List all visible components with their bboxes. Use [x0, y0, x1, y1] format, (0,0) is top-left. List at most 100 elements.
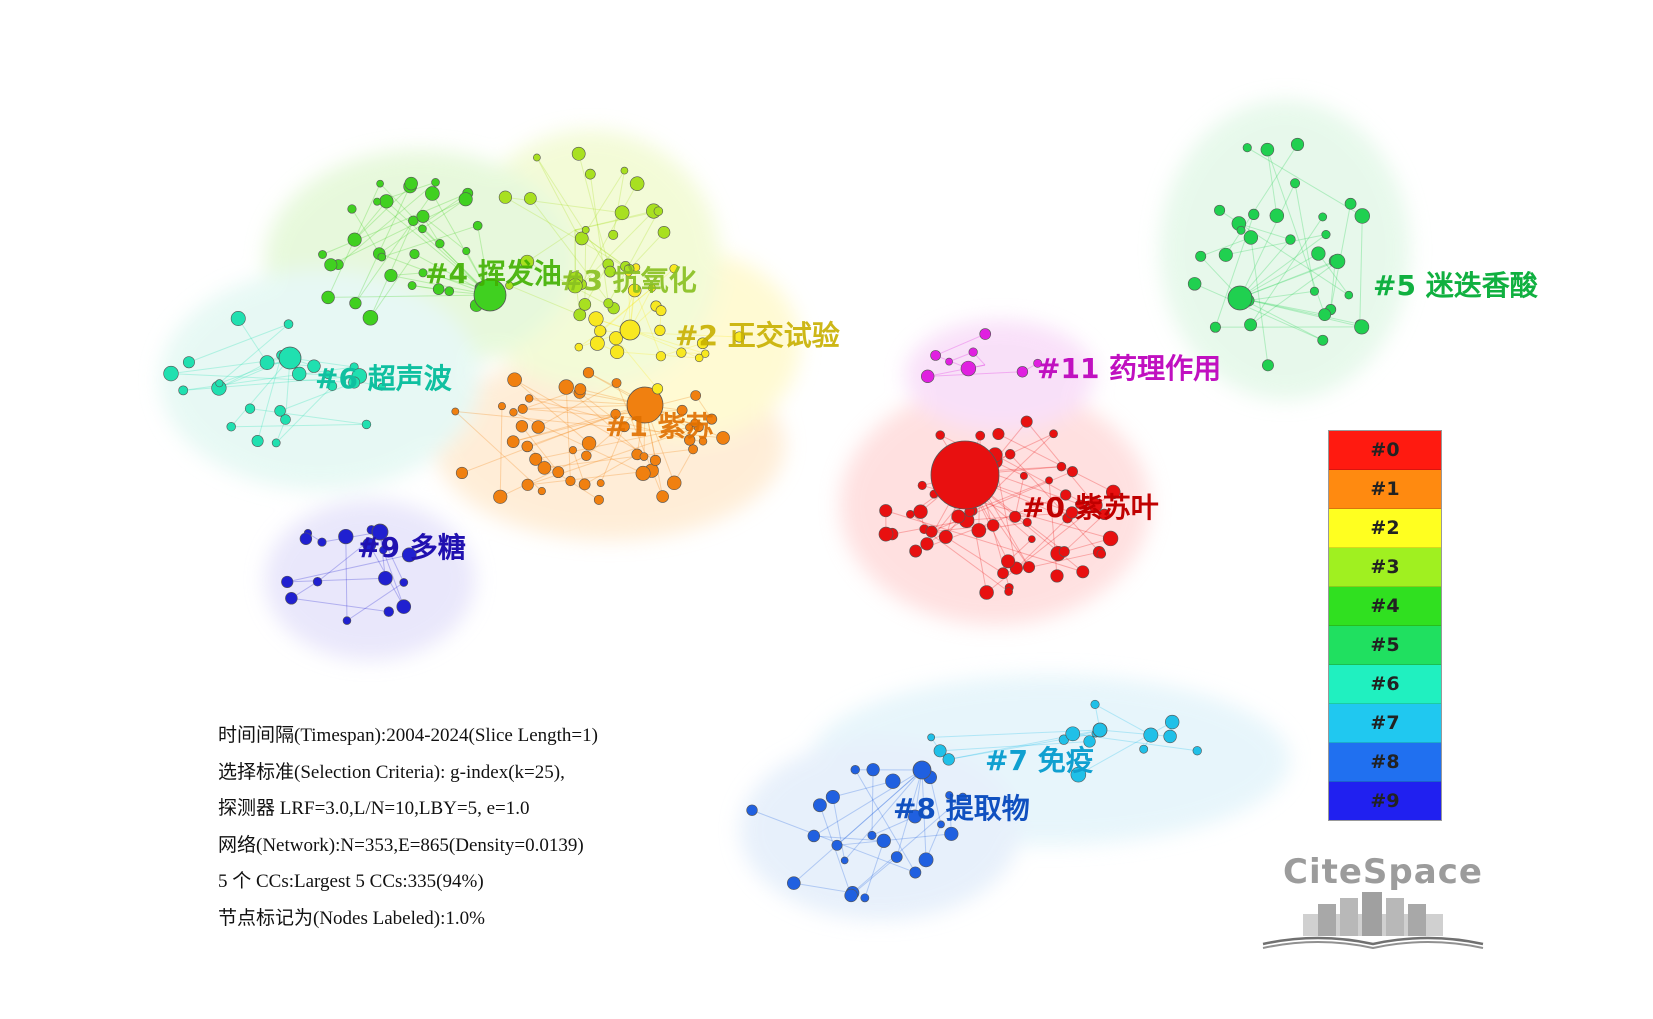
network-node: [321, 290, 335, 305]
network-edge: [514, 379, 656, 461]
network-edge: [1094, 703, 1152, 736]
network-node: [652, 383, 664, 395]
legend-cell-6: #6: [1329, 665, 1441, 704]
cluster-label-1: #1 紫苏: [605, 410, 714, 443]
network-edge: [994, 454, 1105, 515]
network-node: [567, 278, 583, 294]
cluster-label-2: #2 正交试验: [675, 319, 840, 352]
network-edge: [379, 531, 405, 583]
network-edge: [237, 318, 268, 363]
network-node: [451, 407, 460, 416]
network-edge: [607, 210, 659, 304]
network-node: [377, 382, 386, 391]
network-edge: [170, 373, 355, 384]
network-node: [867, 830, 877, 840]
network-node: [656, 490, 669, 503]
network-node: [1318, 308, 1332, 322]
network-hub-node: [619, 319, 641, 341]
network-node: [986, 519, 1000, 532]
network-node: [908, 809, 922, 824]
network-edge: [354, 200, 387, 240]
network-edge: [572, 449, 586, 485]
network-edge: [1225, 234, 1327, 256]
network-node: [323, 370, 333, 379]
network-node: [831, 839, 843, 851]
network-node: [324, 258, 338, 272]
network-node: [1195, 250, 1207, 262]
network-edge: [287, 577, 386, 583]
network-edge: [291, 597, 389, 613]
network-node: [271, 438, 281, 448]
network-edge: [832, 796, 846, 861]
network-node: [529, 452, 543, 466]
network-node: [230, 311, 246, 326]
network-node: [565, 475, 576, 487]
network-node: [307, 359, 321, 373]
network-node: [178, 385, 189, 396]
network-node: [462, 247, 471, 256]
network-node: [611, 378, 622, 388]
network-edge: [1239, 260, 1336, 299]
network-edge: [813, 835, 884, 842]
halo-11: [905, 320, 1095, 430]
network-node: [690, 418, 700, 428]
network-node: [582, 367, 595, 379]
network-node: [942, 753, 955, 766]
network-node: [876, 833, 891, 848]
network-node: [746, 804, 758, 816]
network-hub-node: [473, 278, 507, 312]
network-node: [937, 820, 945, 829]
network-edge: [509, 285, 580, 316]
network-node: [878, 526, 894, 542]
network-node: [1214, 204, 1226, 216]
network-node: [1049, 429, 1058, 439]
network-node: [968, 347, 978, 357]
network-node: [1290, 137, 1305, 151]
network-node: [696, 337, 709, 350]
network-node: [581, 436, 597, 451]
network-node: [1209, 321, 1221, 333]
network-edge: [378, 192, 469, 255]
network-edge: [793, 769, 923, 884]
network-node: [327, 381, 338, 391]
legend-cell-9: #9: [1329, 782, 1441, 820]
network-edge: [1194, 283, 1324, 341]
network-node: [505, 281, 514, 290]
cluster-label-6: #6 超声波: [315, 362, 453, 395]
network-edge: [529, 397, 646, 406]
network-edge: [584, 453, 638, 485]
network-node: [909, 544, 923, 558]
network-node: [1028, 535, 1036, 543]
network-node: [1020, 415, 1033, 428]
network-node: [614, 205, 630, 221]
network-node: [649, 454, 661, 466]
network-edge: [885, 510, 1083, 573]
network-node: [432, 283, 445, 295]
network-node: [667, 475, 682, 491]
network-node: [925, 525, 938, 538]
network-node: [609, 331, 623, 346]
network-node: [1083, 735, 1096, 748]
cluster-label-5: #5 迷迭香酸: [1373, 269, 1539, 302]
network-node: [992, 427, 1005, 441]
network-edge: [370, 253, 415, 319]
network-node: [1285, 234, 1296, 245]
network-node: [975, 430, 986, 441]
network-node: [629, 176, 645, 191]
network-edge: [431, 193, 491, 296]
network-node: [573, 308, 587, 322]
network-node: [1004, 449, 1016, 460]
network-edge: [379, 253, 491, 296]
network-node: [418, 268, 428, 278]
network-edge: [231, 423, 367, 428]
network-edge: [1239, 297, 1362, 328]
network-edge: [793, 882, 853, 894]
network-node: [444, 286, 455, 297]
info-ccs: 5 个 CCs:Largest 5 CCs:335(94%): [218, 871, 484, 892]
network-edge: [836, 833, 952, 846]
network-edge: [615, 290, 636, 339]
network-node: [1354, 208, 1370, 224]
network-hub-node: [371, 523, 389, 541]
network-edge: [522, 404, 646, 410]
network-node: [348, 376, 361, 389]
